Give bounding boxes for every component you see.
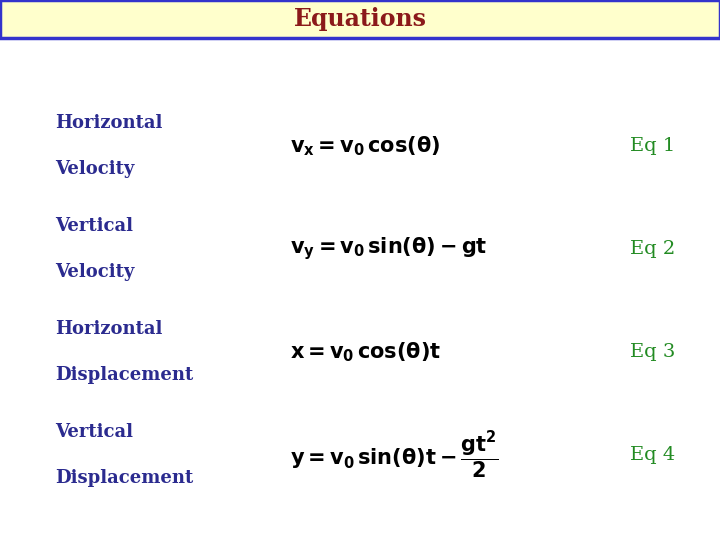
Text: $\mathbf{v_x = v_0\, cos(\theta)}$: $\mathbf{v_x = v_0\, cos(\theta)}$ [290,134,440,158]
Text: Eq 4: Eq 4 [630,446,675,464]
FancyBboxPatch shape [0,0,720,38]
Text: Velocity: Velocity [55,263,135,281]
Text: $\mathbf{y = v_0\, sin(\theta)t - \dfrac{gt^2}{2}}$: $\mathbf{y = v_0\, sin(\theta)t - \dfrac… [290,429,498,481]
Text: $\mathbf{x = v_0\, cos(\theta)t}$: $\mathbf{x = v_0\, cos(\theta)t}$ [290,340,441,363]
Text: Displacement: Displacement [55,469,193,487]
Text: Velocity: Velocity [55,160,135,178]
Text: Eq 3: Eq 3 [630,343,675,361]
Text: Displacement: Displacement [55,366,193,384]
Text: Horizontal: Horizontal [55,114,163,132]
Text: Vertical: Vertical [55,423,133,441]
Text: Equations: Equations [294,7,426,31]
Text: Eq 1: Eq 1 [630,137,675,155]
Text: $\mathbf{v_y = v_0\, sin(\theta) - gt}$: $\mathbf{v_y = v_0\, sin(\theta) - gt}$ [290,235,487,262]
Text: Eq 2: Eq 2 [630,240,675,258]
Text: Vertical: Vertical [55,217,133,235]
Text: Horizontal: Horizontal [55,320,163,338]
